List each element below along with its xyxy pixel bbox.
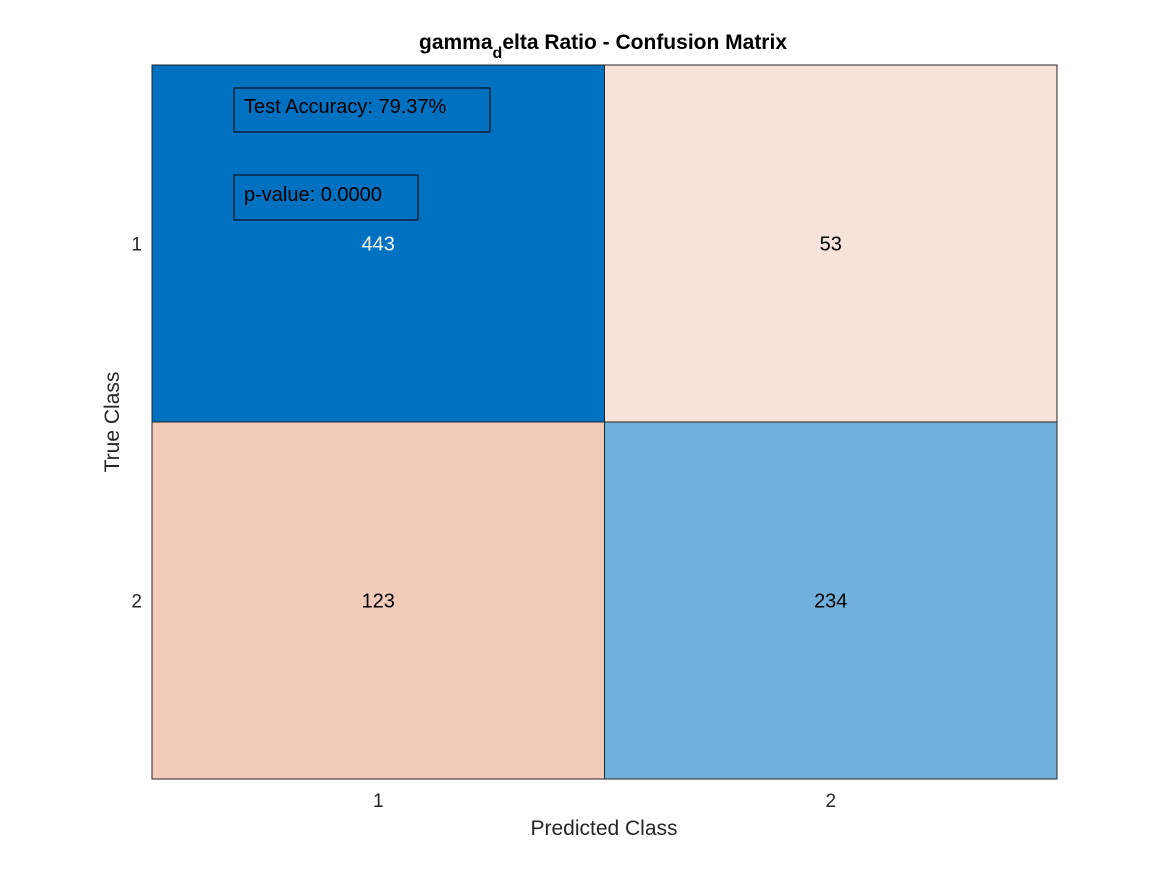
matrix-cell-r1-c2 [604, 64, 1058, 423]
cell-value-r2-c2: 234 [814, 591, 847, 613]
annotation-pvalue-box [233, 174, 419, 221]
chart-title-main: gamma [419, 31, 493, 54]
cell-value-r1-c2: 53 [820, 234, 842, 256]
x-tick-label-1: 1 [373, 791, 384, 812]
matrix-cell-r2-c1 [151, 421, 605, 780]
annotation-accuracy-box [233, 87, 491, 133]
annotation-accuracy-text: Test Accuracy: 79.37% [244, 96, 447, 118]
matrix-cell-r2-c2 [604, 421, 1058, 780]
cell-value-r2-c1: 123 [362, 591, 395, 613]
chart-title-subscript: d [493, 45, 503, 62]
matrix-cell-r1-c1 [151, 64, 605, 423]
x-axis-label: Predicted Class [530, 817, 677, 840]
cell-value-r1-c1: 443 [362, 234, 395, 256]
matrix-cells: 443 53 123 234 [151, 64, 1058, 780]
plot-frame [151, 64, 1058, 780]
annotation-pvalue-text: p-value: 0.0000 [244, 184, 382, 206]
axis-ticks: 1 2 1 2 [131, 235, 836, 813]
annotation-accuracy: Test Accuracy: 79.37% [233, 87, 491, 133]
chart-title-rest: elta Ratio - Confusion Matrix [502, 31, 787, 54]
chart-title: gammadelta Ratio - Confusion Matrix [419, 31, 787, 62]
x-tick-label-2: 2 [825, 791, 836, 812]
y-tick-label-1: 1 [131, 235, 142, 256]
annotation-pvalue: p-value: 0.0000 [233, 174, 419, 221]
y-tick-label-2: 2 [131, 592, 142, 613]
y-axis-label: True Class [101, 372, 124, 473]
